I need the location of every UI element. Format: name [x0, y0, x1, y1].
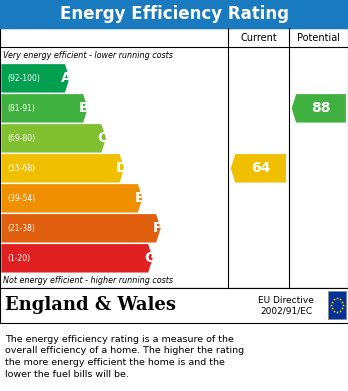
Text: (55-68): (55-68): [8, 164, 36, 173]
Bar: [0, 28, 348, 288]
Text: B: B: [79, 101, 90, 115]
Polygon shape: [1, 244, 153, 273]
Polygon shape: [231, 154, 286, 183]
Text: E: E: [135, 191, 144, 205]
Text: 88: 88: [311, 101, 331, 115]
Text: (21-38): (21-38): [8, 224, 35, 233]
Bar: [0, 288, 348, 323]
Polygon shape: [1, 124, 106, 152]
Polygon shape: [292, 94, 346, 122]
Polygon shape: [1, 214, 161, 242]
Text: Energy Efficiency Rating: Energy Efficiency Rating: [60, 5, 288, 23]
Text: 64: 64: [251, 161, 270, 175]
Text: (69-80): (69-80): [8, 134, 36, 143]
Text: F: F: [153, 221, 162, 235]
Text: (39-54): (39-54): [8, 194, 36, 203]
Polygon shape: [1, 184, 142, 213]
Text: (92-100): (92-100): [8, 74, 40, 83]
Text: EU Directive
2002/91/EC: EU Directive 2002/91/EC: [258, 296, 314, 315]
Text: England & Wales: England & Wales: [5, 296, 176, 314]
Text: The energy efficiency rating is a measure of the
overall efficiency of a home. T: The energy efficiency rating is a measur…: [5, 335, 244, 379]
Polygon shape: [1, 154, 124, 183]
Text: D: D: [115, 161, 127, 175]
Text: Not energy efficient - higher running costs: Not energy efficient - higher running co…: [3, 276, 173, 285]
Text: Current: Current: [240, 32, 277, 43]
Bar: [0, 0, 348, 28]
Text: (1-20): (1-20): [8, 254, 31, 263]
Text: C: C: [98, 131, 108, 145]
Text: Potential: Potential: [297, 32, 340, 43]
Text: Very energy efficient - lower running costs: Very energy efficient - lower running co…: [3, 50, 173, 60]
Polygon shape: [1, 94, 88, 122]
Text: A: A: [61, 71, 72, 85]
Bar: [328, 291, 346, 319]
Text: G: G: [144, 251, 155, 265]
Polygon shape: [1, 64, 70, 93]
Text: (81-91): (81-91): [8, 104, 35, 113]
